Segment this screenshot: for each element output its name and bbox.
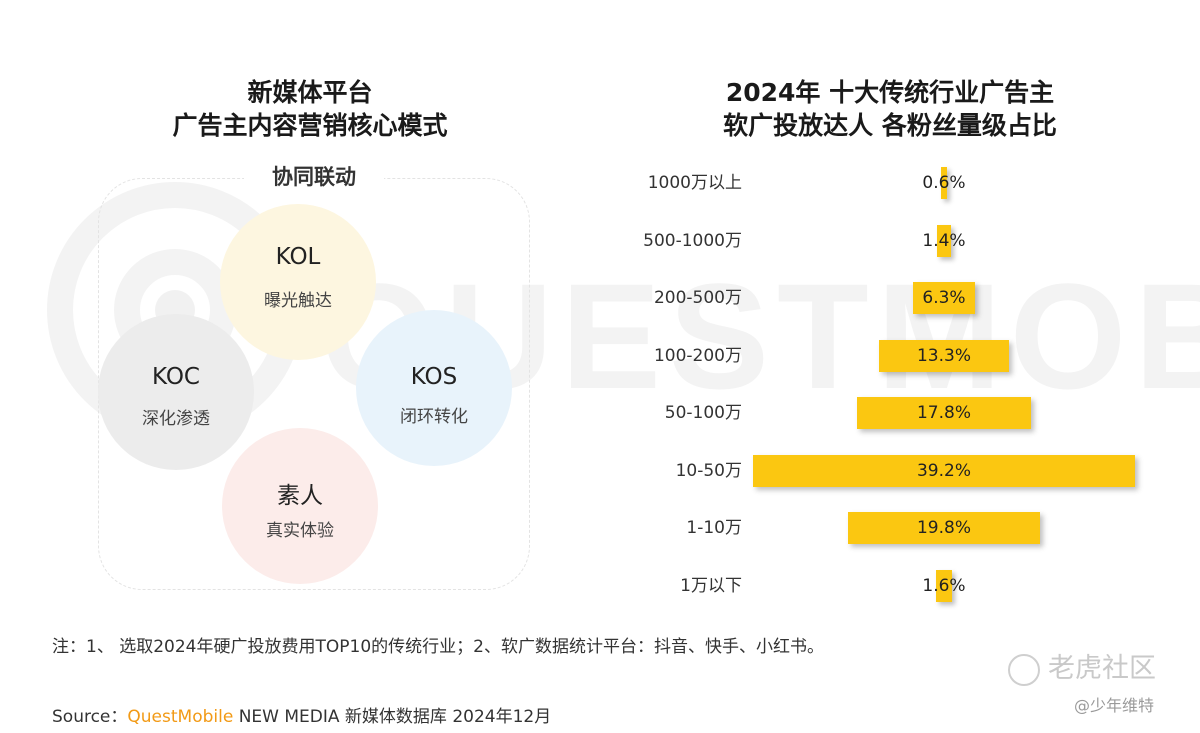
suren-circle: 素人 真实体验: [222, 428, 378, 584]
source-prefix: Source：: [52, 707, 128, 727]
category-label: 200-500万: [653, 288, 742, 308]
kos-circle: KOS 闭环转化: [356, 310, 512, 466]
koc-name: KOC: [152, 364, 200, 390]
bar: [941, 167, 947, 199]
chart-title-line2: 软广投放达人 各粉丝量级占比: [723, 111, 1057, 140]
category-label: 1万以下: [680, 575, 742, 596]
suren-desc: 真实体验: [266, 521, 334, 541]
bar: [937, 224, 951, 257]
value-label: 19.8%: [916, 518, 971, 538]
value-label: 6.3%: [922, 288, 966, 308]
footnote: 注：1、 选取2024年硬广投放费用TOP10的传统行业；2、软广数据统计平台：…: [52, 637, 824, 657]
left-panel-title: 新媒体平台 广告主内容营销核心模式: [110, 76, 510, 142]
kos-desc: 闭环转化: [400, 407, 468, 427]
tiger-logo-icon: [1008, 653, 1040, 686]
koc-desc: 深化渗透: [142, 409, 210, 429]
category-label: 10-50万: [675, 460, 742, 481]
chart-title-line1: 2024年 十大传统行业广告主: [725, 78, 1055, 107]
category-label: 1000万以上: [647, 173, 742, 193]
bar: [857, 397, 1031, 429]
kos-name: KOS: [410, 364, 458, 390]
bar: [913, 282, 975, 314]
category-label: 500-1000万: [643, 230, 742, 251]
bar: [936, 569, 952, 602]
bar: [753, 454, 1135, 487]
value-label: 1.6%: [922, 575, 966, 596]
frame-label: 协同联动: [244, 162, 384, 192]
site-name: 老虎社区: [1048, 653, 1156, 684]
category-label: 100-200万: [653, 345, 742, 366]
source-line: Source：QuestMobile NEW MEDIA 新媒体数据库 2024…: [52, 702, 551, 727]
value-label: 39.2%: [916, 460, 971, 481]
left-title-line2: 广告主内容营销核心模式: [172, 111, 448, 140]
source-brand: QuestMobile: [127, 707, 234, 727]
bar: [879, 339, 1009, 372]
chart-title: 2024年 十大传统行业广告主 软广投放达人 各粉丝量级占比: [680, 76, 1100, 142]
source-rest: NEW MEDIA 新媒体数据库 2024年12月: [233, 707, 552, 727]
value-label: 17.8%: [916, 403, 971, 423]
value-label: 1.4%: [922, 230, 966, 251]
value-label: 0.6%: [922, 173, 966, 193]
kol-desc: 曝光触达: [264, 291, 332, 311]
suren-name: 素人: [277, 483, 323, 509]
value-label: 13.3%: [916, 345, 971, 366]
bar: [847, 512, 1041, 544]
left-title-line1: 新媒体平台: [247, 78, 373, 107]
author-handle: @少年维特: [1074, 696, 1155, 715]
kol-circle: KOL 曝光触达: [220, 204, 376, 360]
tiger-community-watermark: 老虎社区: [1008, 646, 1156, 686]
category-label: 1-10万: [686, 518, 742, 538]
kol-name: KOL: [275, 244, 321, 270]
koc-circle: KOC 深化渗透: [98, 314, 254, 470]
category-label: 50-100万: [664, 403, 742, 423]
